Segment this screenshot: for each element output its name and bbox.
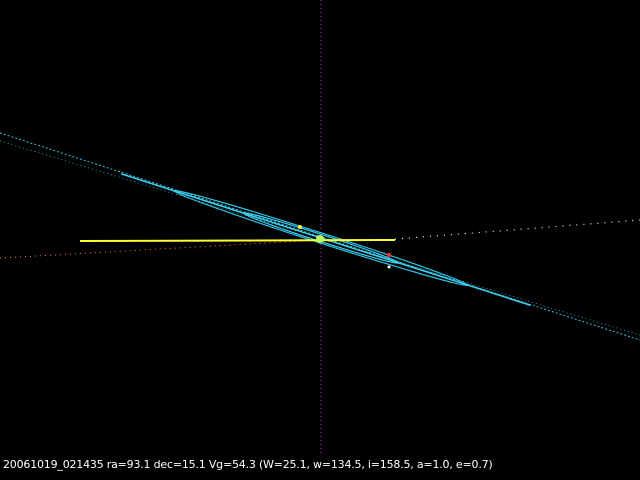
caption: 20061019_021435 ra=93.1 dec=15.1 Vg=54.3… [3, 458, 493, 471]
center-body [316, 235, 324, 243]
orange-trail [0, 239, 321, 259]
yellow-line [79, 239, 396, 242]
white-trail [394, 219, 640, 240]
white-dot [387, 265, 391, 269]
yellow-dot [298, 225, 302, 229]
red-dot [387, 253, 391, 257]
